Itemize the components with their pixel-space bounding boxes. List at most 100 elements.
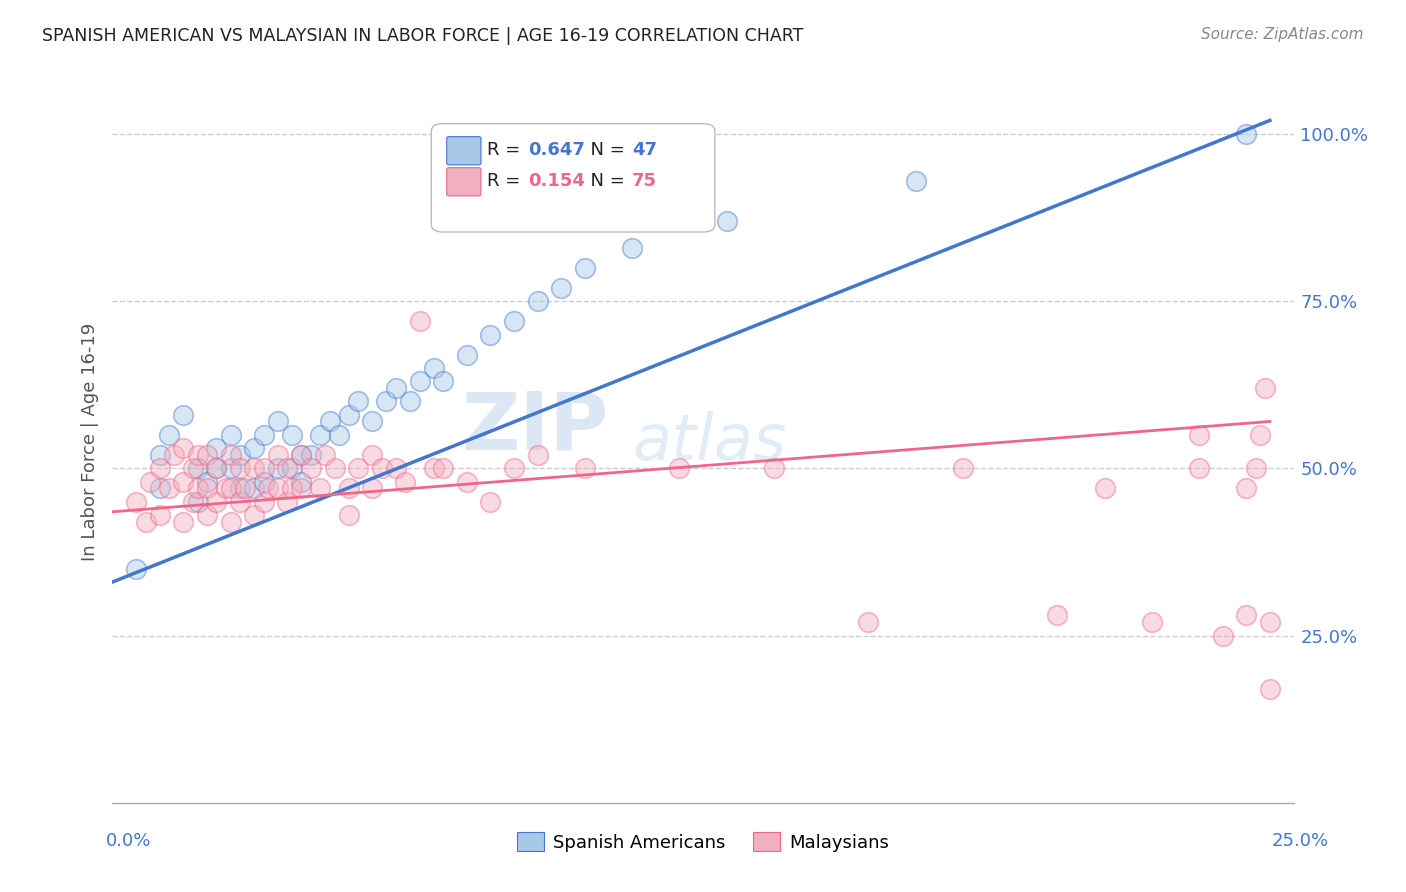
Point: [229, 448, 252, 462]
Point: [337, 408, 360, 422]
Point: [399, 394, 422, 409]
Point: [526, 294, 548, 309]
Point: [172, 408, 194, 422]
Text: 0.154: 0.154: [529, 172, 585, 190]
Point: [1094, 482, 1116, 496]
Point: [422, 361, 444, 376]
Point: [253, 494, 276, 508]
Legend: Spanish Americans, Malaysians: Spanish Americans, Malaysians: [510, 825, 896, 859]
Point: [276, 494, 298, 508]
Point: [219, 461, 242, 475]
Point: [257, 482, 280, 496]
Point: [149, 508, 172, 523]
Point: [125, 562, 148, 576]
Point: [267, 482, 290, 496]
Point: [762, 461, 785, 475]
Point: [503, 461, 526, 475]
Point: [1249, 427, 1271, 442]
Point: [205, 494, 228, 508]
Point: [408, 314, 430, 328]
Point: [125, 494, 148, 508]
Point: [309, 482, 332, 496]
Point: [1188, 461, 1211, 475]
Point: [479, 494, 502, 508]
Point: [361, 482, 384, 496]
Point: [328, 427, 350, 442]
FancyBboxPatch shape: [432, 124, 714, 232]
Point: [319, 414, 342, 429]
Point: [215, 482, 238, 496]
Point: [233, 482, 256, 496]
Point: [219, 448, 242, 462]
Point: [290, 448, 312, 462]
Point: [290, 482, 312, 496]
Point: [1234, 482, 1257, 496]
FancyBboxPatch shape: [447, 168, 481, 196]
Point: [219, 515, 242, 529]
Point: [181, 494, 204, 508]
Point: [432, 461, 454, 475]
Point: [479, 327, 502, 342]
Point: [172, 475, 194, 489]
Point: [1140, 615, 1163, 630]
Point: [195, 448, 218, 462]
Point: [371, 461, 394, 475]
Text: N =: N =: [579, 141, 630, 160]
Point: [219, 427, 242, 442]
Point: [181, 461, 204, 475]
Point: [172, 442, 194, 455]
Point: [361, 448, 384, 462]
Point: [243, 508, 266, 523]
Point: [290, 448, 312, 462]
Point: [1234, 127, 1257, 141]
Point: [1244, 461, 1267, 475]
Point: [186, 448, 208, 462]
Point: [172, 515, 194, 529]
Point: [139, 475, 162, 489]
Point: [135, 515, 157, 529]
Point: [253, 475, 276, 489]
Text: R =: R =: [486, 172, 526, 190]
Point: [276, 461, 298, 475]
Text: atlas: atlas: [633, 410, 786, 473]
Point: [267, 448, 290, 462]
Point: [716, 214, 738, 228]
Point: [195, 475, 218, 489]
Point: [229, 494, 252, 508]
Text: 47: 47: [633, 141, 657, 160]
Point: [385, 461, 408, 475]
Text: SPANISH AMERICAN VS MALAYSIAN IN LABOR FORCE | AGE 16-19 CORRELATION CHART: SPANISH AMERICAN VS MALAYSIAN IN LABOR F…: [42, 27, 804, 45]
Point: [347, 394, 370, 409]
Point: [550, 281, 572, 295]
Point: [1234, 608, 1257, 623]
Point: [195, 508, 218, 523]
Point: [1212, 628, 1234, 642]
Point: [186, 461, 208, 475]
Point: [323, 461, 346, 475]
Point: [1258, 615, 1281, 630]
Point: [299, 461, 322, 475]
Point: [299, 448, 322, 462]
Point: [347, 461, 370, 475]
Point: [290, 475, 312, 489]
Point: [229, 461, 252, 475]
Point: [243, 461, 266, 475]
Point: [314, 448, 336, 462]
Point: [621, 241, 644, 255]
Point: [432, 375, 454, 389]
Text: 0.0%: 0.0%: [105, 831, 150, 849]
Point: [205, 442, 228, 455]
Point: [574, 260, 596, 275]
Point: [243, 482, 266, 496]
Point: [361, 414, 384, 429]
Point: [952, 461, 974, 475]
Point: [1046, 608, 1069, 623]
Point: [375, 394, 398, 409]
Point: [281, 461, 304, 475]
Text: 0.647: 0.647: [529, 141, 585, 160]
Point: [385, 381, 408, 395]
Point: [309, 427, 332, 442]
Point: [503, 314, 526, 328]
Point: [526, 448, 548, 462]
Point: [253, 461, 276, 475]
